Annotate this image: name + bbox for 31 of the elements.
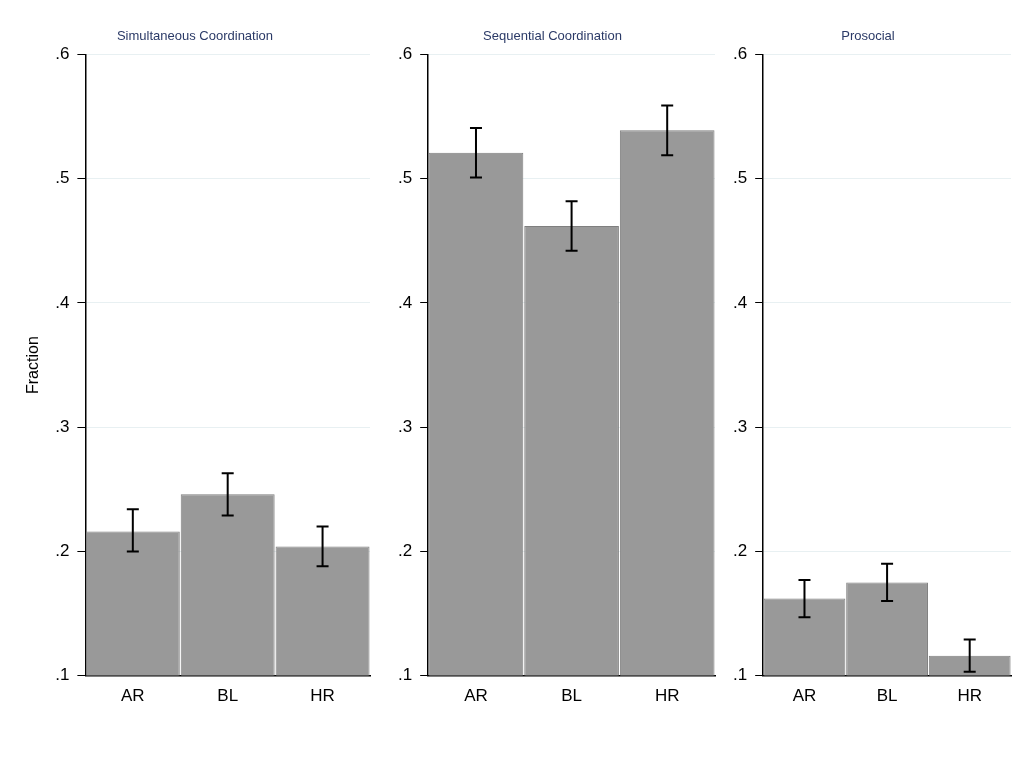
y-tick-label: .5 <box>732 168 748 188</box>
y-tick-label: .5 <box>55 168 70 188</box>
x-tick-label: BL <box>561 686 582 706</box>
y-tick-label: .4 <box>732 292 748 312</box>
y-tick-label: .4 <box>397 292 413 312</box>
y-tick-label: .2 <box>397 541 413 561</box>
chart-title: Sequential Coordination <box>483 28 622 44</box>
y-tick-label: .4 <box>55 292 70 312</box>
y-tick-label: .1 <box>55 665 70 685</box>
y-tick-label: .1 <box>397 665 413 685</box>
y-tick-label: .5 <box>397 168 413 188</box>
y-tick-label: .6 <box>397 44 413 64</box>
y-axis-title: Fraction <box>24 336 42 394</box>
y-tick-label: .2 <box>55 541 70 561</box>
x-tick-label: BL <box>217 686 239 706</box>
chart-title: Simultaneous Coordination <box>116 28 274 44</box>
y-tick-label: .3 <box>397 416 413 436</box>
x-tick-label: AR <box>792 686 817 706</box>
x-tick-label: HR <box>957 686 982 706</box>
y-tick-label: .1 <box>732 665 748 685</box>
x-tick-label: HR <box>654 686 680 706</box>
x-tick-label: AR <box>121 686 145 706</box>
y-tick-label: .3 <box>732 416 748 436</box>
y-tick-label: .6 <box>55 44 70 64</box>
y-tick-label: .2 <box>732 541 748 561</box>
chart-title: Prosocial <box>841 28 895 44</box>
y-tick-label: .3 <box>55 416 70 436</box>
y-tick-label: .6 <box>732 44 748 64</box>
x-tick-label: BL <box>876 686 898 706</box>
x-tick-label: AR <box>464 686 488 706</box>
x-tick-label: HR <box>310 686 335 706</box>
